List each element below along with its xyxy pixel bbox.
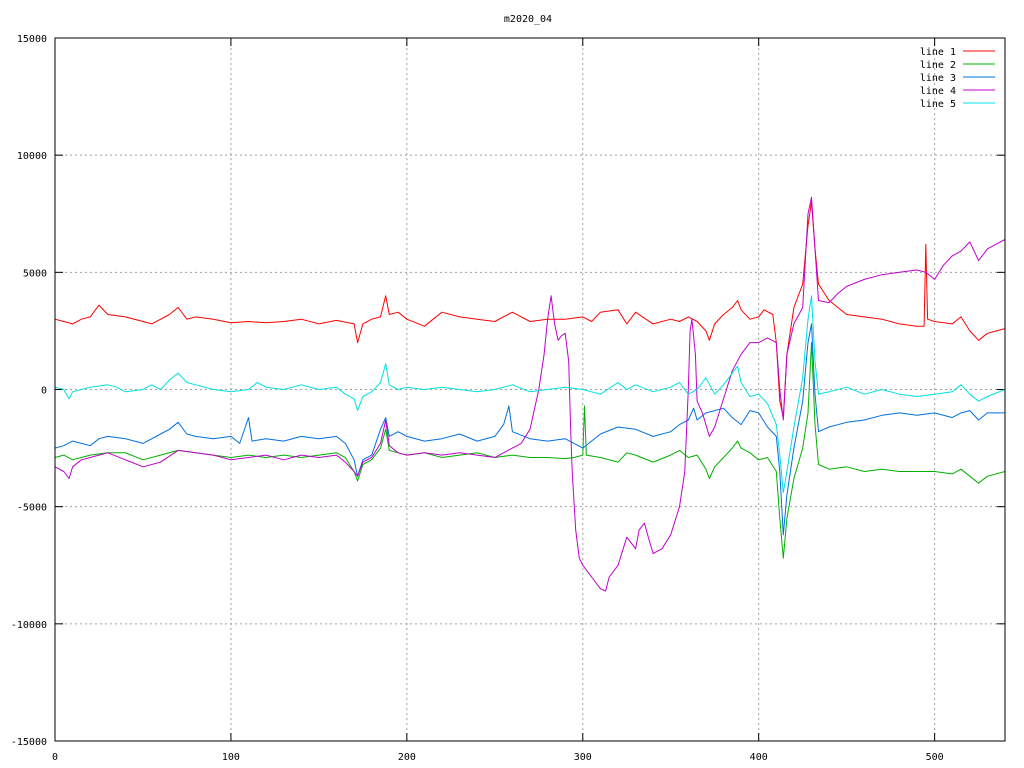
chart-title: m2020_04 — [504, 14, 552, 25]
plot-frame — [54, 37, 1006, 742]
y-tick-label: -5000 — [17, 503, 47, 514]
series-line-4 — [54, 196, 1006, 592]
x-tick-label: 500 — [926, 752, 944, 763]
grid — [55, 38, 1005, 741]
series-line-2 — [54, 342, 1006, 559]
y-tick-label: 10000 — [17, 151, 47, 162]
series-line-1 — [54, 201, 1006, 419]
y-tick-label: 15000 — [17, 34, 47, 45]
x-tick-label: 400 — [750, 752, 768, 763]
y-tick-label: 5000 — [23, 268, 47, 279]
legend-label: line 5 — [920, 99, 956, 110]
y-tick-label: -10000 — [11, 620, 47, 631]
series-line-5 — [54, 295, 1006, 494]
legend: line 1 line 2 line 3 line 4 line 5 — [920, 47, 995, 110]
x-tick-label: 0 — [52, 752, 58, 763]
legend-label: line 4 — [920, 86, 956, 97]
series-lines — [54, 196, 1006, 592]
y-tick-label: 0 — [41, 386, 47, 397]
legend-label: line 3 — [920, 73, 956, 84]
x-axis: 0 100 200 300 400 500 — [52, 38, 944, 763]
y-axis: -15000 -10000 -5000 0 5000 10000 15000 — [11, 34, 1005, 748]
legend-label: line 2 — [920, 60, 956, 71]
y-tick-label: -15000 — [11, 737, 47, 748]
x-tick-label: 300 — [574, 752, 592, 763]
legend-label: line 1 — [920, 47, 956, 58]
series-line-3 — [54, 323, 1005, 536]
x-tick-label: 100 — [222, 752, 240, 763]
x-tick-label: 200 — [398, 752, 416, 763]
